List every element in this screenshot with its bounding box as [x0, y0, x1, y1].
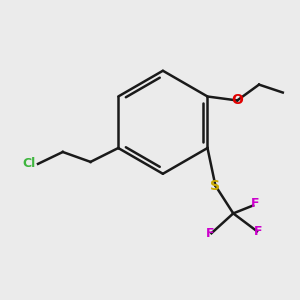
Text: F: F — [251, 197, 259, 210]
Text: S: S — [210, 179, 220, 193]
Text: Cl: Cl — [22, 158, 36, 170]
Text: F: F — [206, 227, 215, 240]
Text: F: F — [254, 225, 262, 238]
Text: O: O — [231, 94, 243, 107]
